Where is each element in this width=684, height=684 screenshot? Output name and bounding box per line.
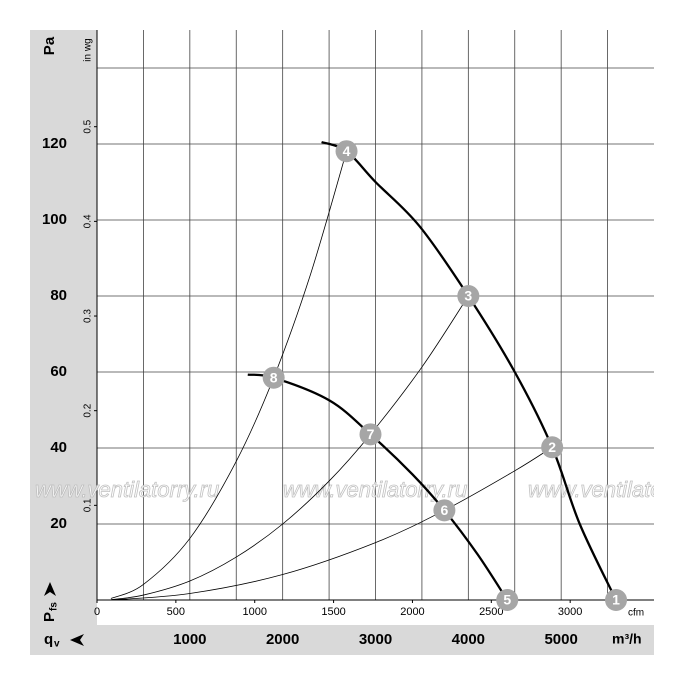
y-tick-label: 20	[50, 515, 67, 532]
x2-tick-label: 0	[94, 606, 100, 618]
x-arrow	[70, 634, 84, 646]
y-symbol: P fs	[41, 602, 60, 622]
y2-tick-label: 0.3	[83, 309, 94, 323]
watermark-group: www.ventilatorry.ru www.ventilatorry.ru ww…	[35, 476, 684, 502]
y-tick-label: 100	[42, 211, 67, 228]
y2-tick-label: 0.5	[83, 119, 94, 133]
bottom-band	[30, 625, 654, 655]
x2-tick-label: 2000	[400, 606, 424, 618]
point-label: 7	[367, 426, 375, 442]
y2-tick-label: 0.1	[83, 498, 94, 512]
operating-point	[457, 285, 480, 307]
watermark: www.ventilatorry.ru	[283, 477, 467, 502]
operating-point	[335, 140, 358, 163]
operating-point	[605, 589, 628, 611]
point-label: 2	[548, 439, 556, 455]
left-band	[30, 30, 97, 655]
point-label: 4	[343, 143, 351, 159]
x-symbol-main: q	[44, 631, 53, 648]
curve	[321, 141, 618, 601]
watermark: www.ventilatorry.ru	[528, 477, 684, 502]
operating-point	[359, 423, 382, 446]
y2-tick-label: 0.4	[83, 214, 94, 228]
x-tick-label: 3000	[359, 631, 392, 648]
y-symbol-main: P	[41, 612, 58, 622]
y-tick-label: 120	[42, 135, 67, 152]
x-tick-label: 4000	[452, 631, 485, 648]
point-label: 1	[612, 592, 620, 608]
x2-tick-label: 2500	[479, 606, 503, 618]
y-symbol-sub: fs	[49, 602, 60, 611]
curve	[110, 151, 347, 599]
x2-tick-label: 1000	[242, 606, 266, 618]
point-label: 6	[440, 502, 448, 518]
y2-tick-label: 0.2	[83, 403, 94, 417]
y-tick-label: 80	[50, 287, 67, 304]
x-tick-label: 2000	[266, 631, 299, 648]
point-label: 3	[464, 288, 472, 304]
y-unit: Pa	[41, 36, 58, 55]
x-tick-label: 1000	[173, 631, 206, 648]
y-arrow	[44, 582, 56, 596]
point-label: 5	[503, 592, 511, 608]
operating-point	[262, 366, 285, 389]
x-symbol-sub: v	[54, 639, 60, 650]
point-label: 8	[270, 369, 278, 385]
x2-tick-label: 1500	[321, 606, 345, 618]
operating-point	[433, 499, 456, 522]
x2-tick-label: 3000	[558, 606, 582, 618]
operating-point	[541, 436, 564, 459]
y-tick-label: 60	[50, 363, 67, 380]
curve	[110, 295, 469, 601]
plot: 1 2 3 4 5 6 7 8	[110, 140, 628, 611]
x2-unit: cfm	[628, 608, 644, 619]
x-tick-label: 5000	[544, 631, 577, 648]
watermark: www.ventilatorry.ru	[35, 477, 219, 502]
y-tick-label: 40	[50, 439, 67, 456]
curve	[110, 446, 553, 601]
x2-tick-label: 500	[167, 606, 185, 618]
y2-unit: in wg	[83, 38, 94, 61]
operating-point	[496, 589, 519, 611]
x-unit: m³/h	[612, 631, 642, 647]
